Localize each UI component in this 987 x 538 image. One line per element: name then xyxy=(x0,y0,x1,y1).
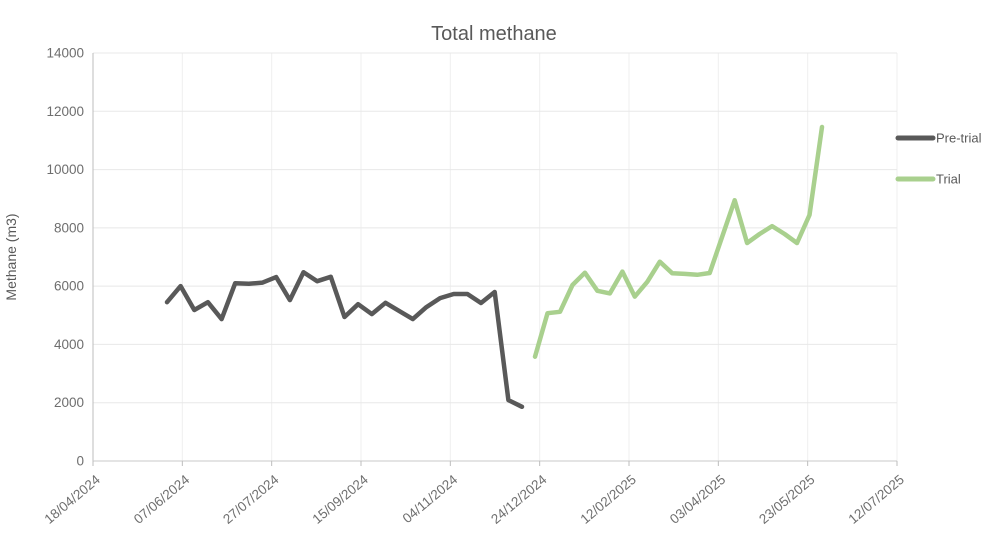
x-tick-labels: 18/04/2024 07/06/2024 27/07/2024 15/09/2024… xyxy=(42,471,907,526)
x-tick-label: 03/04/2025 xyxy=(667,472,728,527)
y-tick-label: 2000 xyxy=(54,395,84,410)
y-tick-label: 14000 xyxy=(46,46,84,61)
chart-title: Total methane xyxy=(431,23,557,45)
x-tick-label: 15/09/2024 xyxy=(310,471,372,526)
x-tick-marks xyxy=(92,461,898,466)
x-tick-label: 27/07/2024 xyxy=(220,471,282,526)
x-tick-label: 24/12/2024 xyxy=(488,471,550,526)
y-tick-label: 0 xyxy=(76,454,84,469)
x-tick-label: 07/06/2024 xyxy=(131,471,193,526)
legend-label-trial[interactable]: Trial xyxy=(936,172,961,187)
x-tick-label: 04/11/2024 xyxy=(400,472,461,527)
x-tick-label: 18/04/2024 xyxy=(42,471,104,526)
y-tick-labels: 0 2000 4000 6000 8000 10000 12000 14000 xyxy=(46,46,84,469)
horizontal-gridlines xyxy=(93,52,897,404)
vertical-gridlines xyxy=(181,53,898,461)
series-lines xyxy=(164,124,825,410)
y-tick-label: 12000 xyxy=(46,104,84,119)
trial-series-line xyxy=(532,124,825,359)
y-axis-title: Methane (m3) xyxy=(3,213,19,300)
y-tick-label: 4000 xyxy=(54,337,84,352)
x-tick-label: 23/05/2025 xyxy=(756,472,817,527)
legend-label-pretrial[interactable]: Pre-trial xyxy=(936,131,982,146)
y-tick-label: 10000 xyxy=(46,162,84,177)
pretrial-series-line xyxy=(164,269,525,410)
legend: Pre-trial Trial xyxy=(895,131,982,187)
axes xyxy=(92,53,897,462)
x-tick-label: 12/07/2025 xyxy=(846,472,907,527)
y-tick-label: 6000 xyxy=(54,279,84,294)
x-tick-label: 12/02/2025 xyxy=(578,472,639,527)
y-tick-label: 8000 xyxy=(54,220,84,235)
